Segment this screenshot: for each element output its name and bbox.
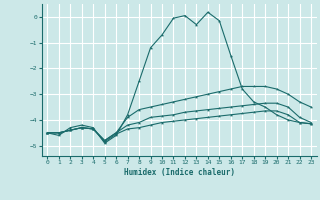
X-axis label: Humidex (Indice chaleur): Humidex (Indice chaleur)	[124, 168, 235, 177]
